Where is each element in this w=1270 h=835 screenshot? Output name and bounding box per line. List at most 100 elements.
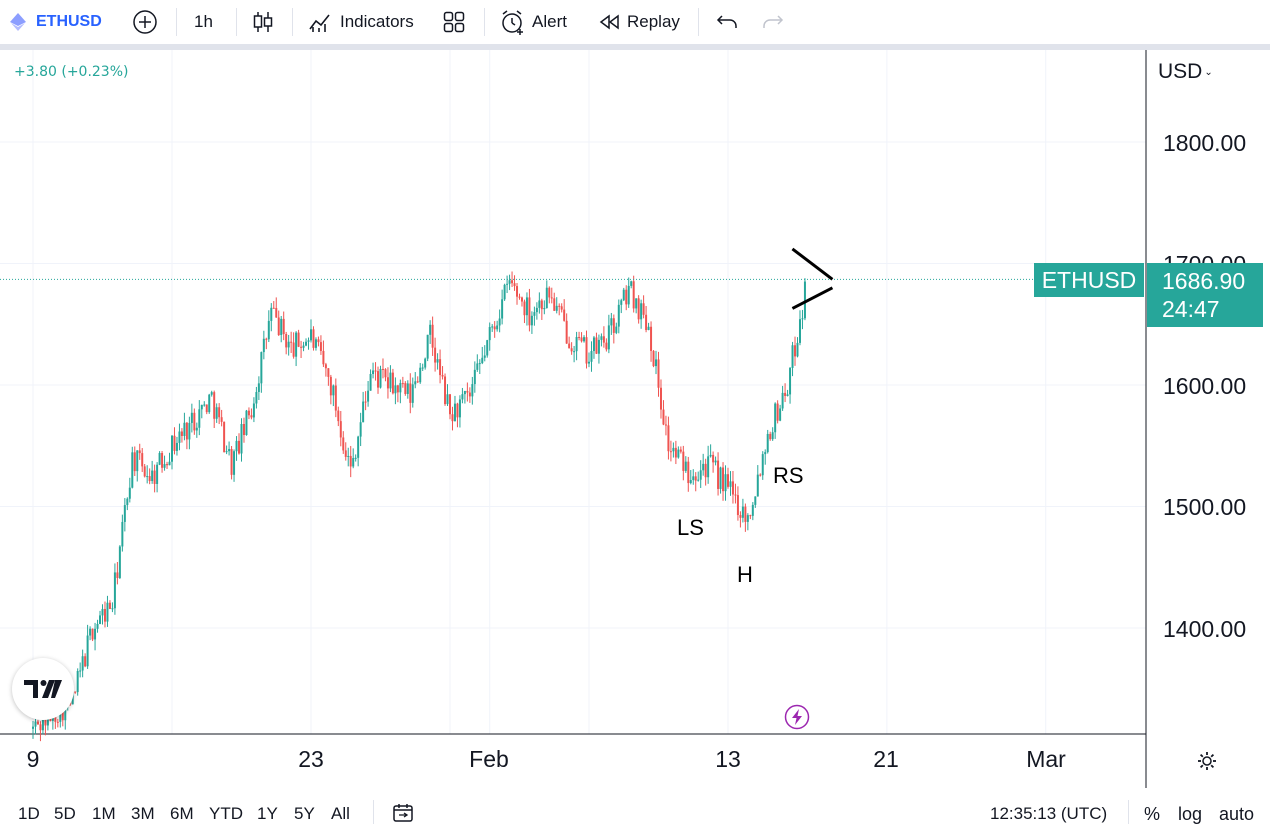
rewind-icon [599,13,621,31]
left-shoulder-annotation[interactable]: LS [677,515,704,540]
indicators-icon [308,10,332,34]
candle-series [32,271,806,742]
candle-body [245,410,248,436]
candle-body [456,403,459,418]
candle-body [369,373,372,391]
alert-button[interactable]: Alert [500,0,567,44]
candle-body [764,452,767,455]
redo-button[interactable] [762,0,784,44]
candle-body [674,447,677,458]
candle-body [550,297,553,299]
indicators-label: Indicators [340,12,414,31]
range-ytd-button[interactable]: YTD [209,804,243,823]
candle-body [523,301,526,316]
candle-body [218,407,221,418]
candle-body [602,336,605,343]
candle-body [436,359,439,363]
range-6m-button[interactable]: 6M [170,804,194,823]
candle-body [434,347,437,363]
indicators-button[interactable]: Indicators [308,0,414,44]
candle-body [578,336,581,338]
candle-body [535,307,538,313]
candles-icon [252,10,274,34]
interval-label: 1h [194,12,213,31]
candle-body [372,370,375,374]
currency-selector[interactable]: USD ⌄ [1158,60,1213,84]
range-3m-button[interactable]: 3M [131,804,155,823]
candle-body [573,351,576,353]
candle-body [513,283,516,287]
chart-pane[interactable]: +3.80 (+0.23%) USD ⌄ 1800.00 1700.00 160… [0,50,1270,788]
candle-body [411,384,414,403]
lightning-icon[interactable] [784,704,810,730]
price-scale-label: 1800.00 [1163,130,1247,156]
candle-body [585,337,588,364]
candle-body [352,458,355,467]
candle-body [667,425,670,452]
candle-body [272,307,275,309]
candle-body [344,450,347,457]
tradingview-logo[interactable] [12,658,74,720]
candle-body [774,403,777,433]
compare-add-button[interactable] [132,0,158,44]
utc-clock[interactable]: 12:35:13 (UTC) [990,804,1108,823]
candle-body [553,298,556,311]
undo-button[interactable] [716,0,738,44]
chart-type-button[interactable] [252,0,274,44]
candle-body [451,414,454,422]
price-chart[interactable] [0,50,1270,788]
candle-body [610,318,613,326]
range-5y-button[interactable]: 5Y [294,804,315,823]
candle-body [712,454,715,463]
candle-body [724,474,727,492]
symbol-search-button[interactable]: ETHUSD [10,0,102,44]
candle-body [300,346,303,348]
candle-body [592,337,595,352]
range-1y-button[interactable]: 1Y [257,804,278,823]
range-1d-button[interactable]: 1D [18,804,40,823]
range-1m-button[interactable]: 1M [92,804,116,823]
candle-body [488,327,491,341]
candle-body [612,318,615,333]
candle-body [247,410,250,416]
percent-scale-toggle[interactable]: % [1144,804,1161,824]
candle-body [295,332,298,357]
candle-body [714,460,717,463]
candle-body [684,461,687,471]
candle-body [441,375,444,377]
candle-body [64,701,67,721]
log-scale-toggle[interactable]: log [1178,804,1203,824]
candle-body [317,339,320,343]
candle-body [669,451,672,453]
layout-button[interactable] [443,0,465,44]
range-all-button[interactable]: All [331,804,350,823]
candle-body [126,498,129,506]
candle-body [322,350,325,365]
candle-body [461,394,464,400]
auto-scale-toggle[interactable]: auto [1219,804,1255,824]
candle-body [632,281,635,309]
candle-body [292,342,295,357]
date-range-icon[interactable] [392,802,414,829]
candle-body [158,452,161,465]
gear-icon[interactable] [1196,750,1218,777]
candle-body [545,287,548,309]
candle-body [498,318,501,326]
range-5d-button[interactable]: 5D [54,804,76,823]
candle-body [310,329,312,341]
top-toolbar: ETHUSD 1h Indicators Alert R [0,0,1270,46]
candle-body [558,305,561,307]
candle-body [583,337,586,342]
candle-body [210,392,213,395]
currency-label: USD [1158,60,1203,83]
candle-body [302,345,305,348]
right-shoulder-annotation[interactable]: RS [773,463,804,488]
candle-body [518,296,521,298]
candle-body [746,515,749,522]
replay-button[interactable]: Replay [599,0,680,44]
interval-button[interactable]: 1h [194,0,213,44]
candle-body [401,383,404,385]
candle-body [476,363,479,370]
head-annotation[interactable]: H [737,562,753,587]
candle-body [729,481,732,487]
